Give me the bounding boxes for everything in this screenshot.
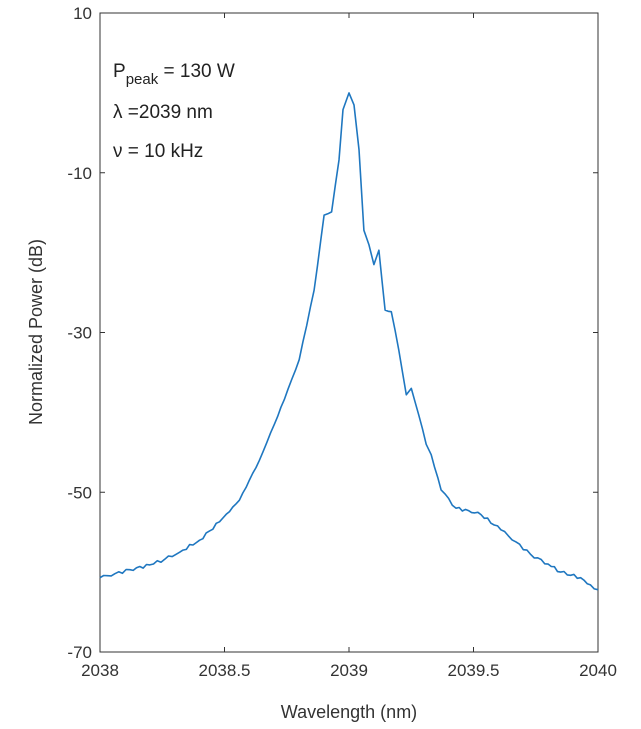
x-tick-label: 2039.5 [448,661,500,680]
annotation-repetition-rate: ν = 10 kHz [113,141,203,162]
y-tick-label: -30 [67,324,92,343]
y-tick-label: -10 [67,164,92,183]
annotation-peak-power: Ppeak = 130 W [113,61,235,88]
annotation-wavelength: λ =2039 nm [113,102,213,123]
x-axis-label: Wavelength (nm) [281,702,417,722]
x-tick-label: 2038 [81,661,119,680]
y-axis-label: Normalized Power (dB) [26,239,46,425]
x-tick-label: 2040 [579,661,617,680]
y-tick-label: 10 [73,4,92,23]
plot-area [99,12,599,653]
y-tick-label: -70 [67,643,92,662]
x-tick-label: 2038.5 [199,661,251,680]
series-line-spectrum [99,92,599,591]
x-tick-label: 2039 [330,661,368,680]
y-tick-label: -50 [67,483,92,502]
